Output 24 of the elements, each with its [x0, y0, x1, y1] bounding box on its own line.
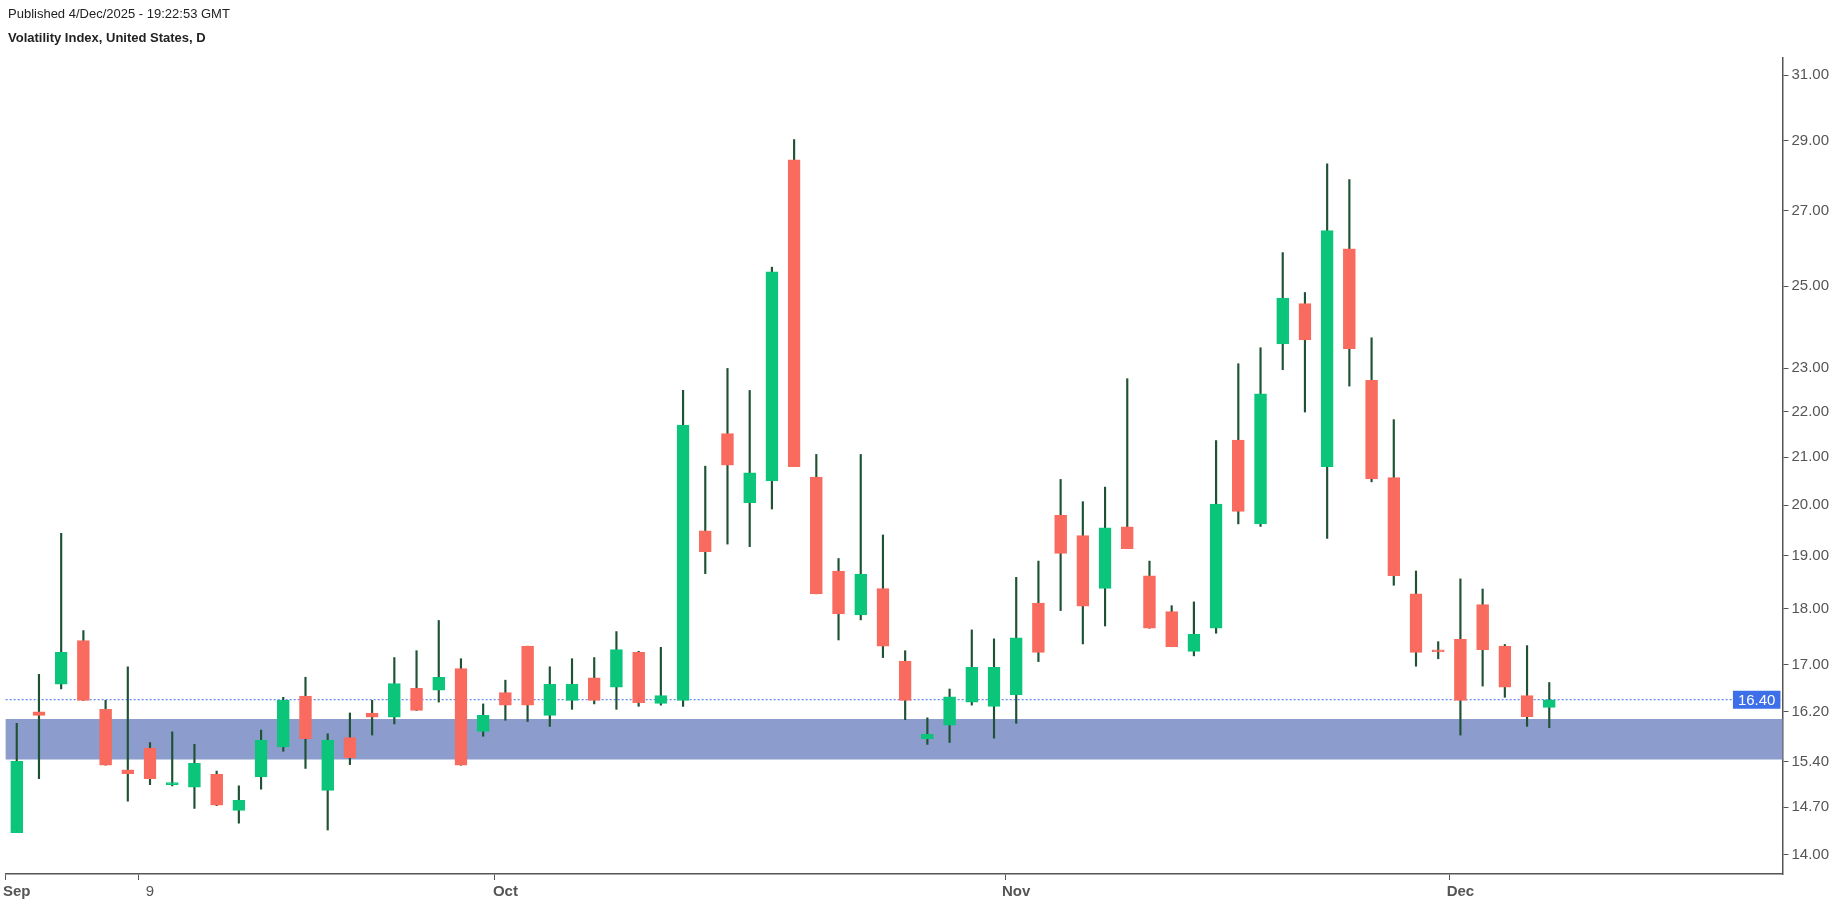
y-tick-label: 22.00 — [1791, 401, 1830, 419]
y-tick-label: 16.20 — [1791, 701, 1830, 719]
y-tick-label: 14.00 — [1791, 845, 1830, 863]
text: Published 4/Dec/2025 - 19:22:53 GMT — [8, 6, 230, 21]
candlestick — [721, 368, 734, 545]
ref-line-label: 16.40 — [1737, 690, 1776, 708]
y-tick-label: 18.00 — [1791, 598, 1830, 616]
x-tick-label: Oct — [492, 882, 518, 900]
y-tick-label: 14.70 — [1791, 797, 1830, 815]
y-tick-label: 25.00 — [1791, 276, 1830, 294]
x-tick-label: Sep — [3, 882, 31, 900]
x-tick-label: 9 — [145, 882, 155, 900]
y-tick-label: 29.00 — [1791, 130, 1830, 148]
y-tick-label: 21.00 — [1791, 447, 1830, 465]
x-tick-label: Nov — [1002, 882, 1032, 900]
chart-title: Volatility Index, United States, D — [8, 30, 206, 45]
y-tick-label: 31.00 — [1791, 65, 1830, 83]
y-tick-label: 19.00 — [1791, 545, 1830, 563]
y-tick-label: 17.00 — [1791, 654, 1830, 672]
y-tick-label: 27.00 — [1791, 200, 1830, 218]
y-tick-label: 20.00 — [1791, 495, 1830, 513]
y-tick-label: 23.00 — [1791, 358, 1830, 376]
y-tick-label: 15.40 — [1791, 751, 1830, 769]
x-tick-label: Dec — [1446, 882, 1475, 900]
